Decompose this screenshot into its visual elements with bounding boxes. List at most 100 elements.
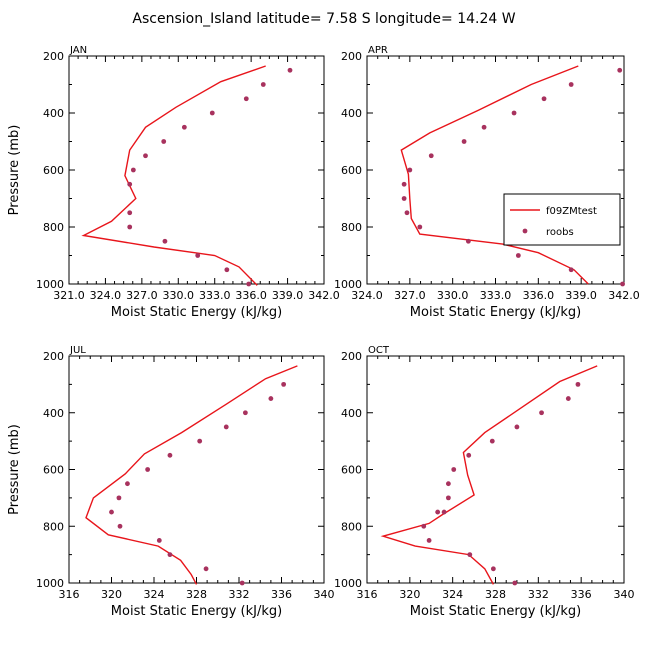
data-point-roobs: [223, 424, 229, 430]
x-tick-label: 342.0: [608, 289, 640, 302]
x-tick-label: 339.0: [272, 289, 304, 302]
data-point-roobs: [116, 495, 122, 501]
series-line-f09ZMtest: [85, 365, 298, 585]
panel-label: APR: [368, 45, 388, 56]
data-point-roobs: [511, 110, 517, 116]
data-point-roobs: [246, 281, 252, 287]
data-point-roobs: [117, 523, 123, 529]
panel-apr: APR 324.0 327.0 330.0 333.0 336.0 339.0 342.0 20…: [334, 45, 640, 320]
data-point-roobs: [620, 281, 625, 287]
y-axis-label: Pressure (mb): [7, 125, 22, 216]
x-tick-label: 340: [614, 588, 635, 601]
y-tick-label: 400: [43, 107, 64, 120]
y-tick-label: 1000: [334, 577, 362, 590]
data-point-roobs: [417, 224, 423, 230]
data-point-roobs: [407, 167, 413, 173]
plot-frame: [68, 55, 325, 285]
data-point-roobs: [197, 438, 203, 444]
y-tick-label: 800: [341, 221, 362, 234]
y-axis-label: Pressure (mb): [7, 424, 22, 515]
data-point-roobs: [568, 82, 574, 87]
panel-jul: JUL 316 320 324 328 332 336 340 200 400 600 800 1000…: [7, 345, 335, 619]
y-tick-label: 400: [43, 407, 64, 420]
data-point-roobs: [401, 181, 407, 187]
data-point-roobs: [461, 139, 467, 144]
x-tick-label: 332: [229, 588, 250, 601]
x-axis-label: Moist Static Energy (kJ/kg): [111, 305, 282, 320]
data-point-roobs: [162, 238, 168, 244]
data-point-roobs: [281, 381, 287, 387]
data-point-roobs: [167, 552, 173, 558]
y-tick-label: 1000: [36, 577, 64, 590]
data-point-roobs: [451, 467, 457, 472]
data-point-roobs: [541, 96, 547, 102]
x-tick-label: 336.0: [235, 289, 267, 302]
data-point-roobs: [242, 410, 248, 416]
data-point-roobs: [489, 438, 495, 444]
x-tick-label: 336.0: [523, 289, 555, 302]
x-tick-label: 332: [528, 588, 549, 601]
y-tick-label: 600: [341, 164, 362, 177]
y-tick-label: 600: [43, 164, 64, 177]
plot-frame: [366, 355, 625, 584]
data-point-roobs: [130, 167, 136, 173]
y-tick-label: 400: [341, 107, 362, 120]
data-point-roobs: [145, 467, 151, 472]
x-tick-label: 342.0: [308, 289, 340, 302]
y-tick-label: 800: [341, 520, 362, 533]
data-point-roobs: [539, 410, 544, 416]
data-point-roobs: [224, 267, 230, 273]
data-point-roobs: [127, 224, 133, 230]
data-point-roobs: [441, 509, 447, 515]
y-tick-label: 200: [43, 50, 64, 63]
data-point-roobs: [287, 67, 293, 73]
data-point-roobs: [617, 67, 623, 73]
x-tick-label: 316: [59, 588, 80, 601]
series-line-f09ZMtest: [81, 65, 266, 286]
data-point-roobs: [260, 82, 266, 87]
y-tick-label: 1000: [334, 278, 362, 291]
x-tick-label: 321.0: [53, 289, 85, 302]
data-point-roobs: [481, 124, 487, 130]
x-tick-label: 340: [314, 588, 335, 601]
y-tick-label: 800: [43, 221, 64, 234]
x-tick-label: 324.0: [90, 289, 122, 302]
data-point-roobs: [156, 538, 162, 543]
data-point-roobs: [203, 566, 209, 572]
data-point-roobs: [167, 452, 173, 458]
data-point-roobs: [125, 481, 130, 487]
data-point-roobs: [565, 396, 571, 401]
y-tick-label: 200: [43, 350, 64, 363]
data-point-roobs: [467, 552, 473, 558]
x-tick-label: 333.0: [199, 289, 231, 302]
x-tick-label: 327.0: [126, 289, 158, 302]
panel-label: JUL: [69, 345, 86, 356]
data-point-roobs: [575, 381, 581, 387]
x-tick-label: 320: [101, 588, 122, 601]
x-tick-label: 330.0: [163, 289, 195, 302]
chart-panels: JAN 321.0 324.0 327.0 330.0 333.0 336.0 339.0 34…: [7, 45, 640, 619]
y-tick-label: 1000: [36, 278, 64, 291]
x-tick-label: 336: [571, 588, 592, 601]
data-point-roobs: [109, 509, 114, 515]
data-point-roobs: [426, 538, 432, 543]
data-point-roobs: [512, 580, 518, 586]
legend-line-label: f09ZMtest: [546, 206, 597, 217]
x-tick-label: 316: [357, 588, 378, 601]
panel-label: JAN: [69, 45, 87, 56]
legend-box: [503, 193, 621, 246]
series-line-f09ZMtest: [400, 65, 589, 285]
x-axis-label: Moist Static Energy (kJ/kg): [410, 604, 581, 619]
x-axis-label: Moist Static Energy (kJ/kg): [111, 604, 282, 619]
x-tick-label: 324: [442, 588, 463, 601]
data-point-roobs: [490, 566, 496, 572]
x-tick-label: 320: [399, 588, 420, 601]
data-point-roobs: [209, 110, 215, 116]
x-tick-label: 328: [186, 588, 207, 601]
x-tick-label: 324.0: [351, 289, 383, 302]
data-point-roobs: [243, 96, 249, 102]
legend: f09ZMtest roobs: [503, 193, 621, 246]
data-point-roobs: [143, 153, 148, 159]
data-point-roobs: [445, 481, 451, 487]
